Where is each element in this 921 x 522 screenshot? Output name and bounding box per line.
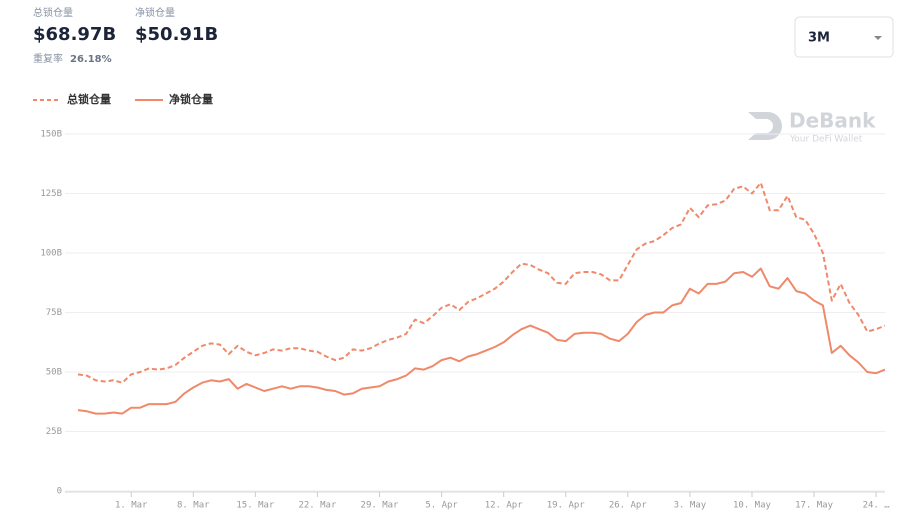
net-value: $50.91B	[135, 24, 218, 45]
y-tick-label: 0	[57, 487, 62, 497]
x-tick-label: 5. Apr	[425, 501, 458, 511]
x-tick-label: 26. Apr	[609, 501, 648, 511]
x-tick-label: 19. Apr	[547, 501, 586, 511]
x-tick-label: 24. …	[863, 501, 891, 511]
watermark-brand: DeBank	[789, 109, 876, 133]
x-tick-label: 29. Mar	[361, 501, 400, 511]
y-tick-label: 125B	[40, 189, 62, 199]
total-label: 总锁仓量	[33, 6, 73, 19]
watermark: DeBank Your DeFi Wallet	[748, 109, 876, 145]
repeat-value: 26.18%	[70, 54, 112, 65]
dropdown-value[interactable]: 3M	[808, 31, 830, 46]
y-tick-label: 50B	[46, 368, 62, 378]
y-tick-label: 75B	[46, 308, 62, 318]
total-value: $68.97B	[33, 24, 116, 45]
x-tick-label: 12. Apr	[485, 501, 524, 511]
repeat-label: 重复率	[33, 52, 63, 65]
dropdown-caret[interactable]	[874, 36, 882, 40]
x-tick-label: 10. May	[733, 501, 772, 511]
legend-label: 净锁仓量	[169, 92, 213, 106]
x-tick-label: 22. Mar	[298, 501, 337, 511]
series-line	[77, 267, 886, 415]
x-tick-label: 17. May	[795, 501, 834, 511]
x-tick-label: 1. Mar	[115, 501, 148, 511]
net-label: 净锁仓量	[135, 6, 175, 19]
y-tick-label: 100B	[40, 249, 62, 259]
legend: 总锁仓量 净锁仓量	[33, 92, 213, 106]
y-tick-label: 150B	[40, 130, 62, 140]
watermark-logo	[748, 112, 782, 140]
y-tick-label: 25B	[46, 427, 62, 437]
watermark-tagline: Your DeFi Wallet	[789, 135, 863, 145]
x-tick-label: 8. Mar	[177, 501, 210, 511]
x-tick-label: 3. May	[674, 501, 707, 511]
dropdown-box[interactable]	[794, 16, 894, 58]
x-tick-label: 15. Mar	[236, 501, 275, 511]
series-line	[77, 181, 886, 384]
legend-label: 总锁仓量	[67, 92, 111, 106]
range-dropdown[interactable]: 3M	[794, 16, 894, 58]
